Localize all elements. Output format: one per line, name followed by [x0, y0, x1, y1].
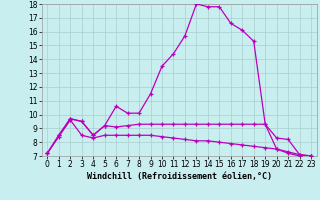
X-axis label: Windchill (Refroidissement éolien,°C): Windchill (Refroidissement éolien,°C): [87, 172, 272, 181]
